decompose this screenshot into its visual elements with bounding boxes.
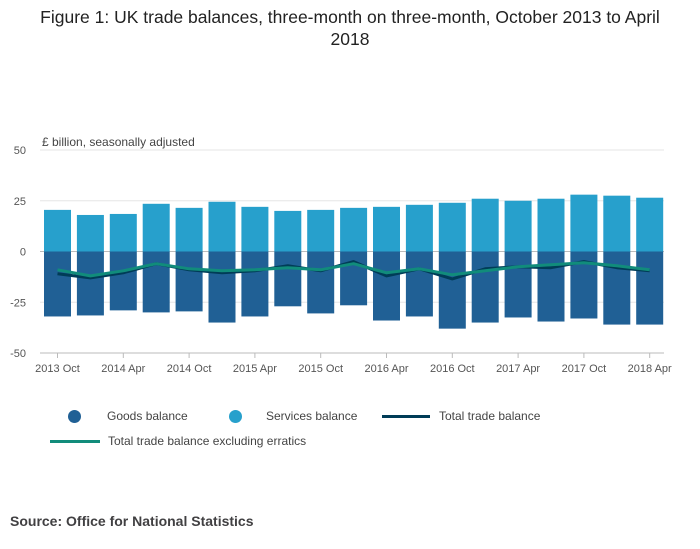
- x-tick-label: 2015 Apr: [233, 363, 277, 375]
- goods-bar: [373, 251, 400, 321]
- legend-goods[interactable]: Goods balance: [68, 409, 188, 423]
- legend-goods-label: Goods balance: [107, 409, 188, 423]
- goods-bar: [471, 251, 499, 323]
- y-axis-unit-label: £ billion, seasonally adjusted: [42, 135, 195, 149]
- y-tick-label: 0: [20, 247, 26, 259]
- services-bar: [109, 213, 137, 252]
- total-excl-erratics-line: [57, 261, 650, 278]
- chart-title: Figure 1: UK trade balances, three-month…: [40, 7, 660, 49]
- y-tick-label: -25: [10, 297, 26, 309]
- goods-bar: [537, 251, 565, 322]
- legend-excl-erratics-label: Total trade balance excluding erratics: [108, 434, 307, 448]
- goods-bar: [208, 251, 236, 323]
- y-tick-label: 25: [14, 196, 26, 208]
- goods-bar: [504, 251, 532, 318]
- x-tick-label: 2014 Apr: [101, 363, 145, 375]
- legend-total-label: Total trade balance: [439, 409, 541, 423]
- y-tick-label: 50: [14, 145, 26, 157]
- services-bar: [471, 198, 499, 252]
- x-tick-label: 2017 Apr: [496, 363, 540, 375]
- goods-bar: [44, 251, 71, 317]
- services-bar: [175, 207, 203, 252]
- x-tick-label: 2013 Oct: [35, 363, 80, 375]
- services-dot-icon: [229, 409, 242, 423]
- services-bar: [208, 201, 236, 252]
- services-bar: [504, 200, 532, 252]
- y-tick-label: -50: [10, 348, 26, 360]
- services-bar: [537, 198, 565, 252]
- legend-total[interactable]: Total trade balance: [382, 409, 540, 423]
- services-bar: [636, 197, 664, 252]
- goods-bar: [274, 251, 302, 307]
- services-bar: [340, 207, 368, 252]
- goods-bar: [175, 251, 203, 312]
- services-bar: [44, 209, 71, 252]
- goods-bar: [307, 251, 335, 314]
- goods-bar: [142, 251, 170, 313]
- goods-bar: [603, 251, 631, 325]
- goods-bar: [340, 251, 368, 306]
- x-tick-label: 2016 Oct: [430, 363, 475, 375]
- x-tick-label: 2015 Oct: [298, 363, 343, 375]
- total-line-icon: [382, 414, 430, 418]
- legend-excl-erratics[interactable]: Total trade balance excluding erratics: [50, 434, 306, 448]
- goods-bar: [438, 251, 466, 329]
- services-bar: [241, 206, 269, 252]
- services-bar: [274, 210, 302, 252]
- services-bar: [76, 214, 104, 252]
- x-tick-label: 2018 Apr: [628, 363, 672, 375]
- goods-dot-icon: [68, 409, 81, 423]
- goods-bar: [76, 251, 104, 316]
- x-tick-label: 2014 Oct: [167, 363, 212, 375]
- services-bar: [438, 202, 466, 252]
- services-bar: [142, 203, 170, 252]
- excl-erratics-line-icon: [50, 439, 100, 443]
- services-bar: [603, 195, 631, 252]
- x-tick-label: 2017 Oct: [562, 363, 607, 375]
- goods-bar: [405, 251, 433, 317]
- legend-services-label: Services balance: [266, 409, 358, 423]
- services-bar: [405, 204, 433, 252]
- services-bar: [373, 206, 400, 252]
- x-tick-label: 2016 Apr: [364, 363, 408, 375]
- goods-bar: [109, 251, 137, 311]
- goods-bar: [241, 251, 269, 317]
- goods-bar: [636, 251, 664, 325]
- services-bar: [307, 209, 335, 252]
- chart-plot: 50 25 0 -25 -50 2013 Oct 2014 Apr 2014 Oct 2015 …: [10, 145, 672, 375]
- source-note: Source: Office for National Statistics: [10, 513, 254, 529]
- services-bar: [570, 194, 598, 252]
- legend-services[interactable]: Services balance: [229, 409, 357, 423]
